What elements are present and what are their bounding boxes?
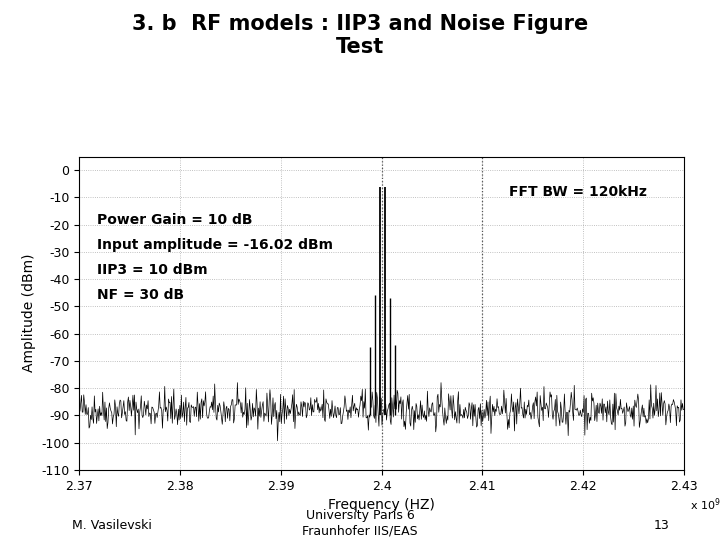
X-axis label: Frequency (HZ): Frequency (HZ) [328,498,435,512]
Text: NF = 30 dB: NF = 30 dB [97,288,184,302]
Y-axis label: Amplitude (dBm): Amplitude (dBm) [22,254,35,373]
Text: Power Gain = 10 dB: Power Gain = 10 dB [97,213,253,227]
Text: x 10$^9$: x 10$^9$ [690,496,720,513]
Text: 13: 13 [654,519,670,532]
Text: M. Vasilevski: M. Vasilevski [72,519,152,532]
Text: Input amplitude = -16.02 dBm: Input amplitude = -16.02 dBm [97,238,333,252]
Text: FFT BW = 120kHz: FFT BW = 120kHz [508,185,647,199]
Text: IIP3 = 10 dBm: IIP3 = 10 dBm [97,263,208,277]
Text: 3. b  RF models : IIP3 and Noise Figure
Test: 3. b RF models : IIP3 and Noise Figure T… [132,14,588,57]
Text: University Paris 6
Fraunhofer IIS/EAS: University Paris 6 Fraunhofer IIS/EAS [302,509,418,537]
